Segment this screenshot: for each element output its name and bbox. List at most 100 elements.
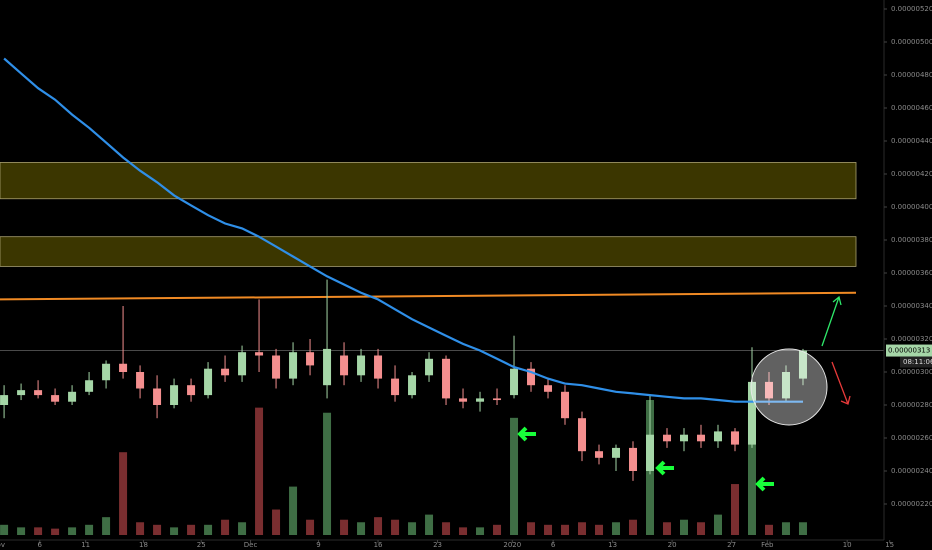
volume-bar [747,412,756,535]
y-tick-label: 0.00000440 [891,137,932,145]
trend-line [0,291,857,301]
volume-bar [764,524,773,535]
volume-bar [255,407,264,535]
x-tick-label: 6 [38,541,43,549]
candle-body [561,391,570,419]
volume-bar [102,517,111,535]
candle-body [17,390,26,396]
y-tick-label: 0.00000500 [891,38,932,46]
y-tick-label: 0.00000420 [891,170,932,178]
volume-bar [51,528,60,535]
candle-body [119,363,128,372]
price-layer [0,57,807,481]
y-tick-label: 0.00000340 [891,302,932,310]
candle-body [408,375,417,396]
candle-body [170,385,179,405]
volume-bar [204,524,213,535]
candle-body [255,352,264,356]
volume-bar [119,452,128,535]
candle-body [595,451,604,458]
y-tick-label: 0.00000520 [891,5,932,13]
volume-bar [578,522,587,535]
candle-body [764,381,773,399]
axes: 0.00000220 0.00000240 0.00000260 0.00000280… [0,5,932,549]
volume-bar [527,522,536,535]
left-arrow-marker [517,426,536,442]
candle-body [306,352,315,366]
candle-body [696,434,705,442]
volume-bar [493,524,502,535]
volume-bar [798,522,807,535]
candle-body [204,368,213,396]
x-tick-label: 20 [668,541,677,549]
candle-body [646,434,655,471]
candle-body [544,385,553,392]
candle-body [68,391,77,402]
zones [0,162,884,351]
y-tick-label: 0.00000240 [891,467,932,475]
highlight-circle [750,348,828,426]
y-tick-label: 0.00000260 [891,434,932,442]
volume-bar [561,524,570,535]
candle-body [340,355,349,376]
y-tick-label: 0.00000280 [891,401,932,409]
volume-bar [170,527,179,535]
candle-body [663,434,672,442]
last-price-label: 0.00000313 [888,347,930,355]
moving-average [3,57,803,403]
x-tick-label: 27 [727,541,736,549]
candle-body [578,418,587,452]
y-tick-label: 0.00000300 [891,368,932,376]
volume-bar [459,527,468,535]
x-tick-label: Feb [761,541,774,549]
last-price-tag [886,344,932,357]
volume-bar [272,509,281,535]
x-tick-label: 15 [885,541,894,549]
volume-bar [238,522,247,535]
price-zone [0,236,857,267]
volume-bar [221,519,230,535]
candle-body [323,348,332,386]
candle-body [747,381,756,445]
countdown: 08:11:06 [903,358,932,366]
volume-bar [612,522,621,535]
volume-bar [306,519,315,535]
up-arrow [821,295,842,347]
y-tick-label: 0.00000360 [891,269,932,277]
x-tick-label: 6 [551,541,556,549]
volume-bar [663,522,672,535]
volume-bar [713,514,722,535]
candle-body [153,388,162,405]
candle-body [781,372,790,399]
volume-bar [136,522,145,535]
y-tick-label: 0.00000400 [891,203,932,211]
y-tick-label: 0.00000460 [891,104,932,112]
y-tick-label: 0.00000380 [891,236,932,244]
candle-body [713,431,722,442]
volume-bar [781,522,790,535]
volume-bar [442,522,451,535]
volume-bar [0,524,9,535]
y-tick-label: 0.00000320 [891,335,932,343]
volume-bar [391,519,400,535]
volume-bar [34,527,43,535]
candle-body [442,358,451,399]
x-tick-label: 2020 [503,541,521,549]
volume-bar [323,412,332,535]
volume-bar [510,417,519,535]
candle-body [221,368,230,376]
volume-bar [289,486,298,535]
x-tick-label: 10 [843,541,852,549]
candle-body [679,434,688,442]
markers [517,426,774,492]
candle-body [493,398,502,401]
candle-body [612,447,621,458]
volume-bar [730,484,739,535]
x-tick-label: 23 [433,541,442,549]
volume-bar [476,527,485,535]
countdown-box [900,356,932,368]
volume-bar [425,514,434,535]
price-zone [0,162,857,200]
left-arrow-marker [655,460,674,476]
